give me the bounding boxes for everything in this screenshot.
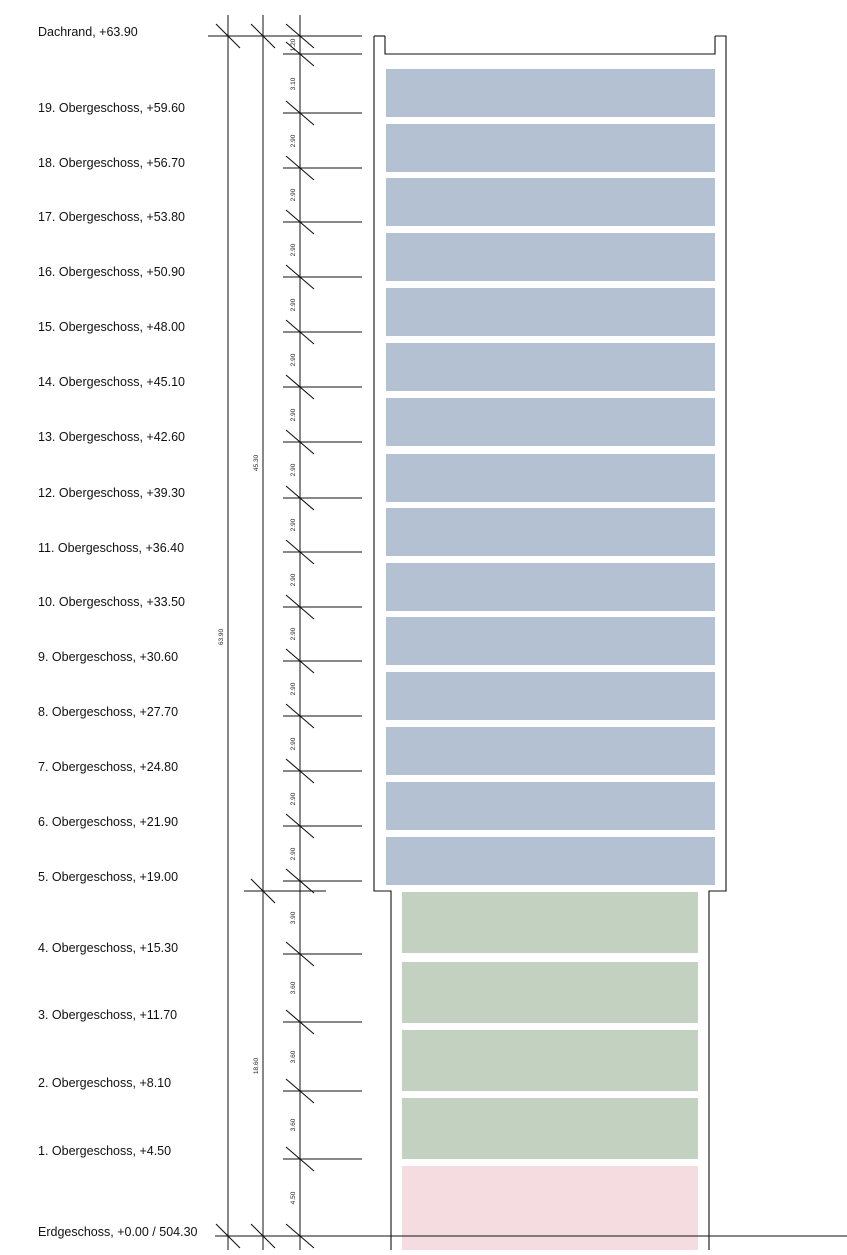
- level-label: 11. Obergeschoss, +36.40: [38, 541, 185, 555]
- level-label: 15. Obergeschoss, +48.00: [38, 320, 185, 334]
- storey-dimension-tick: [285, 1223, 315, 1249]
- level-label: 6. Obergeschoss, +21.90: [38, 815, 179, 829]
- tower-floor-band: [386, 69, 715, 117]
- level-label: Dachrand, +63.90: [38, 25, 138, 39]
- storey-dimension-tick: [285, 374, 315, 400]
- storey-dimension-tick: [285, 539, 315, 565]
- building-outline-path: [708, 35, 727, 1250]
- tower-floor-band: [386, 233, 715, 281]
- tower-floor-band: [386, 343, 715, 391]
- level-label: 17. Obergeschoss, +53.80: [38, 210, 185, 224]
- section-dimension-tick: [250, 878, 276, 904]
- storey-dimension-value: 3.60: [289, 981, 297, 995]
- tower-floor-band: [386, 837, 715, 885]
- dimension-lines: [208, 15, 362, 1250]
- section-dimension-tick: [250, 23, 276, 49]
- tower-floor-band: [386, 288, 715, 336]
- section-dimension-tick: [250, 1223, 276, 1249]
- storey-dimension-tick: [285, 485, 315, 511]
- tower-floor-band: [386, 672, 715, 720]
- tower-floor-band: [386, 398, 715, 446]
- tower-floor-band: [386, 508, 715, 556]
- podium-floor-band: [402, 1030, 698, 1091]
- tower-floor-band: [386, 727, 715, 775]
- storey-dimension-tick: [285, 648, 315, 674]
- storey-dimension-tick: [285, 209, 315, 235]
- storey-dimension-tick: [285, 1078, 315, 1104]
- storey-dimension-value: 2.90: [289, 243, 297, 256]
- storey-dimension-value: 2.90: [289, 408, 297, 421]
- ground-floor-band: [402, 1166, 698, 1250]
- storey-dimension-value: 4.50: [289, 1191, 297, 1204]
- level-label: 13. Obergeschoss, +42.60: [38, 430, 185, 444]
- tower-floor-band: [386, 124, 715, 172]
- storey-dimension-value: 3.60: [289, 1118, 297, 1132]
- storey-dimension-tick: [285, 429, 315, 455]
- storey-dimension-tick: [285, 100, 315, 126]
- level-label: 5. Obergeschoss, +19.00: [38, 870, 179, 884]
- storey-dimension-value: 2.90: [289, 353, 297, 366]
- level-label: 2. Obergeschoss, +8.10: [38, 1076, 172, 1090]
- level-label: 12. Obergeschoss, +39.30: [38, 486, 185, 500]
- tower-floor-band: [386, 178, 715, 226]
- level-label: 4. Obergeschoss, +15.30: [38, 941, 179, 955]
- storey-dimension-value: 3.90: [289, 911, 297, 924]
- level-label: 9. Obergeschoss, +30.60: [38, 650, 179, 664]
- storey-dimension-value: 3.60: [289, 1050, 297, 1063]
- storey-dimension-tick: [285, 868, 315, 894]
- podium-floor-band: [402, 892, 698, 953]
- storey-dimension-tick: [285, 941, 315, 967]
- storey-dimension-tick: [285, 703, 315, 729]
- storey-dimension-value: 2.90: [289, 298, 297, 311]
- overall-dimension-tick: [215, 23, 241, 49]
- level-label: 3. Obergeschoss, +11.70: [38, 1008, 178, 1022]
- storey-dimension-tick: [285, 319, 315, 345]
- storey-dimension-tick: [285, 1146, 315, 1172]
- storey-dimension-tick: [285, 264, 315, 290]
- storey-dimension-tick: [285, 155, 315, 181]
- storey-dimension-value: 2.90: [289, 573, 297, 586]
- level-label: 14. Obergeschoss, +45.10: [38, 375, 185, 389]
- tower-floor-band: [386, 617, 715, 665]
- tower-floor-band: [386, 782, 715, 830]
- podium-height-dimension: 18.60: [252, 1057, 260, 1075]
- building-outline-path: [384, 36, 716, 55]
- storey-dimension-tick: [285, 758, 315, 784]
- storey-dimension-value: 3.10: [289, 77, 297, 91]
- level-label: 7. Obergeschoss, +24.80: [38, 760, 179, 774]
- level-label: 10. Obergeschoss, +33.50: [38, 595, 185, 609]
- tower-floor-band: [386, 454, 715, 502]
- storey-dimension-value: 2.90: [289, 463, 297, 477]
- storey-dimension-tick: [285, 41, 315, 67]
- podium-floor-band: [402, 962, 698, 1023]
- level-label: Erdgeschoss, +0.00 / 504.30: [38, 1225, 198, 1239]
- building-outline-path: [373, 36, 392, 1250]
- storey-dimension-value: 1.20: [289, 38, 297, 52]
- storey-dimension-value: 2.90: [289, 627, 297, 641]
- tower-height-dimension: 45.30: [252, 454, 260, 472]
- level-label: 16. Obergeschoss, +50.90: [38, 265, 185, 279]
- storey-dimension-value: 2.90: [289, 737, 297, 750]
- overall-dimension-tick: [215, 1223, 241, 1249]
- storey-dimension-tick: [285, 594, 315, 620]
- level-label: 1. Obergeschoss, +4.50: [38, 1144, 172, 1158]
- storey-dimension-tick: [285, 1009, 315, 1035]
- storey-dimension-value: 2.90: [289, 188, 297, 202]
- level-label: 8. Obergeschoss, +27.70: [38, 705, 179, 719]
- level-label: 18. Obergeschoss, +56.70: [38, 156, 185, 170]
- storey-dimension-value: 2.90: [289, 518, 297, 532]
- storey-dimension-value: 2.90: [289, 134, 297, 147]
- tower-floor-band: [386, 563, 715, 611]
- storey-dimension-tick: [285, 813, 315, 839]
- storey-dimension-value: 2.90: [289, 682, 297, 695]
- level-label: 19. Obergeschoss, +59.60: [38, 101, 185, 115]
- podium-floor-band: [402, 1098, 698, 1159]
- storey-dimension-value: 2.90: [289, 792, 297, 805]
- storey-dimension-value: 2.90: [289, 847, 297, 860]
- floor-bands: [386, 69, 715, 1250]
- overall-height-dimension: 63.90: [217, 628, 225, 646]
